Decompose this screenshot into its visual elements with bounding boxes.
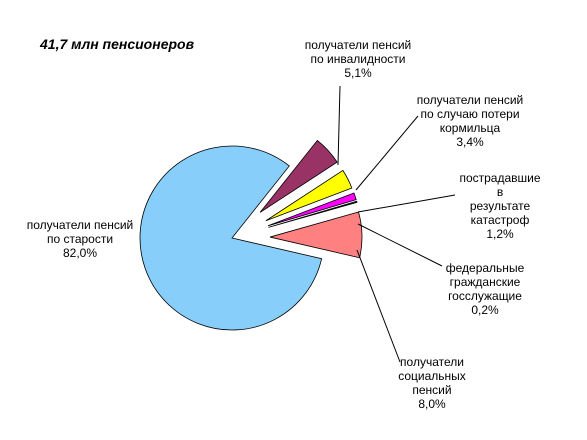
value-label: 5,1% (344, 66, 372, 80)
pie-slice (259, 139, 338, 213)
leader-line (355, 115, 419, 191)
slice-label: получатели пенсий по инвалидности (304, 38, 412, 66)
value-label: 3,4% (456, 135, 484, 149)
slice-label: получатели пенсий по случаю потери корми… (416, 93, 524, 135)
slice-label: получатели пенсий по старости (26, 218, 134, 246)
pie-slice (265, 169, 353, 222)
value-label: 82,0% (62, 246, 98, 260)
value-label: 0,2% (471, 303, 499, 317)
leader-line (356, 249, 401, 363)
leader-line (357, 223, 443, 267)
pie-slice (267, 192, 357, 227)
slice-label: федеральные гражданские госслужащие (445, 261, 525, 303)
chart-title: 41,7 млн пенсионеров (40, 36, 195, 52)
value-label: 8,0% (418, 397, 446, 411)
leader-line (337, 85, 341, 166)
pie-slice (268, 200, 358, 228)
value-label: 1,2% (486, 227, 514, 241)
pie-slice (139, 145, 323, 331)
slice-label: пострадавшие в результате катастроф (459, 171, 541, 227)
slice-label: получатели социальных пенсий (398, 355, 466, 397)
leader-line (357, 194, 456, 213)
